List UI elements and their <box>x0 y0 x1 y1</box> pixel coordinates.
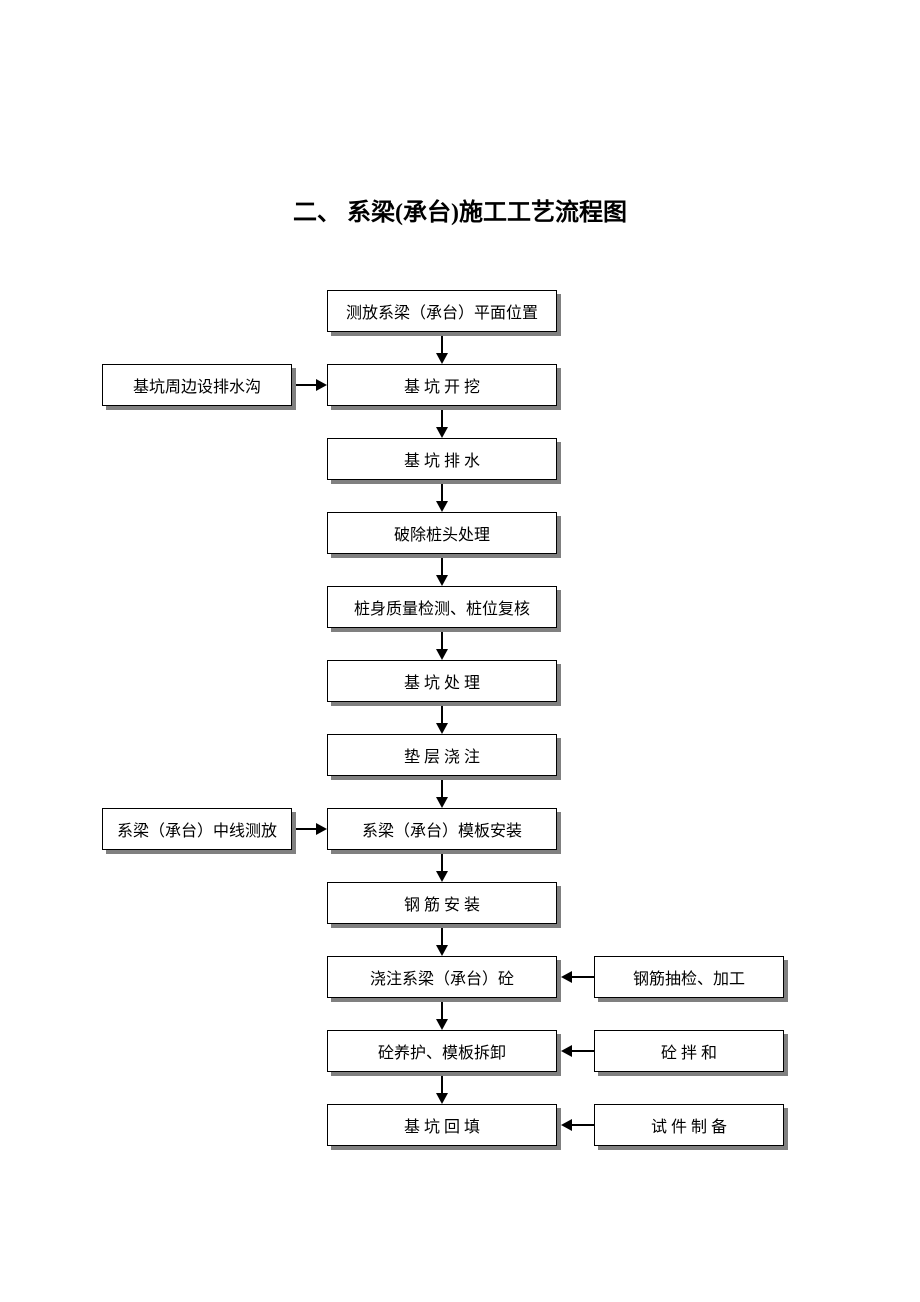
main-node-n10: 浇注系梁（承台）砼 <box>327 956 557 998</box>
main-node-n7: 垫 层 浇 注 <box>327 734 557 776</box>
v-arrow-4-head <box>436 575 448 586</box>
main-node-n6: 基 坑 处 理 <box>327 660 557 702</box>
v-arrow-9-head <box>436 945 448 956</box>
main-node-n12: 基 坑 回 填 <box>327 1104 557 1146</box>
main-node-n2: 基 坑 开 挖 <box>327 364 557 406</box>
right-arrow-0-head <box>561 971 572 983</box>
right-arrow-2-line <box>570 1124 594 1126</box>
v-arrow-1-head <box>436 353 448 364</box>
v-arrow-10-head <box>436 1019 448 1030</box>
right-arrow-2-head <box>561 1119 572 1131</box>
left-arrow-0-line <box>296 384 318 386</box>
main-node-n8: 系梁（承台）模板安装 <box>327 808 557 850</box>
right-node-r1: 钢筋抽检、加工 <box>594 956 784 998</box>
main-node-n1: 测放系梁（承台）平面位置 <box>327 290 557 332</box>
right-arrow-1-line <box>570 1050 594 1052</box>
v-arrow-11-head <box>436 1093 448 1104</box>
right-node-r2: 砼 拌 和 <box>594 1030 784 1072</box>
v-arrow-8-head <box>436 871 448 882</box>
v-arrow-6-head <box>436 723 448 734</box>
right-arrow-1-head <box>561 1045 572 1057</box>
left-arrow-0-head <box>316 379 327 391</box>
main-node-n4: 破除桩头处理 <box>327 512 557 554</box>
page-title: 二、 系梁(承台)施工工艺流程图 <box>0 192 920 227</box>
main-node-n3: 基 坑 排 水 <box>327 438 557 480</box>
left-arrow-1-head <box>316 823 327 835</box>
left-node-l2: 系梁（承台）中线测放 <box>102 808 292 850</box>
main-node-n9: 钢 筋 安 装 <box>327 882 557 924</box>
v-arrow-5-head <box>436 649 448 660</box>
left-node-l1: 基坑周边设排水沟 <box>102 364 292 406</box>
right-node-r3: 试 件 制 备 <box>594 1104 784 1146</box>
v-arrow-3-head <box>436 501 448 512</box>
v-arrow-2-head <box>436 427 448 438</box>
left-arrow-1-line <box>296 828 318 830</box>
main-node-n11: 砼养护、模板拆卸 <box>327 1030 557 1072</box>
main-node-n5: 桩身质量检测、桩位复核 <box>327 586 557 628</box>
v-arrow-7-head <box>436 797 448 808</box>
right-arrow-0-line <box>570 976 594 978</box>
